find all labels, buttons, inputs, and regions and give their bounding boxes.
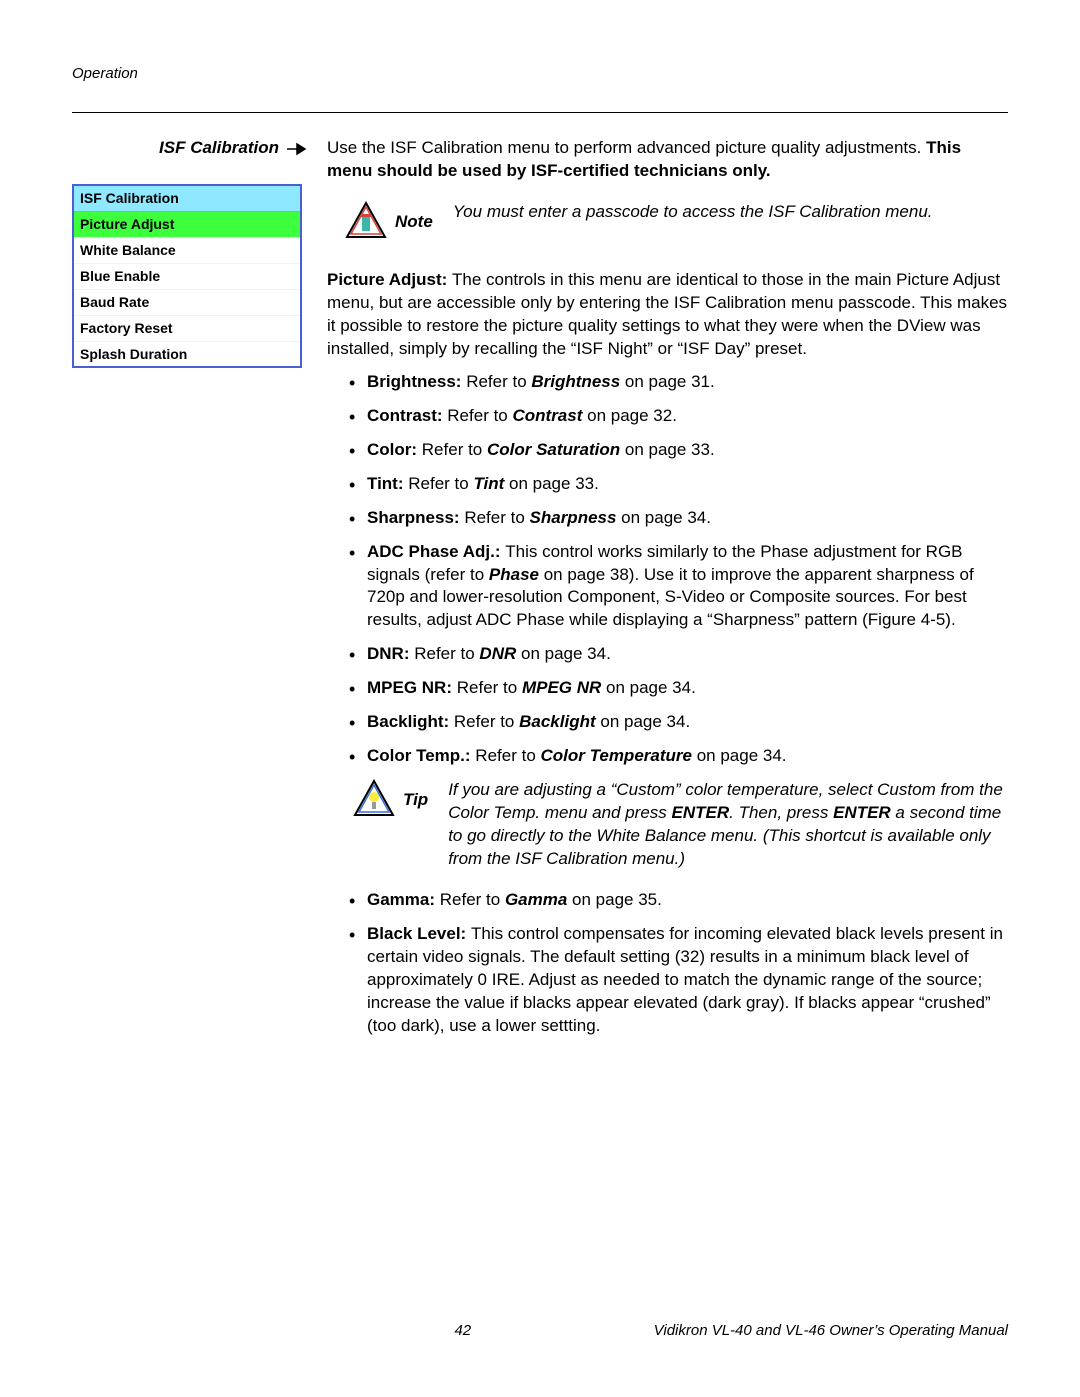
menu-box: ISF Calibration Picture Adjust White Bal… — [72, 184, 302, 368]
note-label: Note — [395, 201, 433, 234]
page-number: 42 — [272, 1321, 654, 1341]
bullet-sharpness: Sharpness: Refer to Sharpness on page 34… — [349, 507, 1008, 530]
bullet-list-1: Brightness: Refer to Brightness on page … — [349, 371, 1008, 768]
bullet-black-level: Black Level: This control compensates fo… — [349, 923, 1008, 1038]
header-section: Operation — [72, 64, 1008, 84]
divider — [72, 112, 1008, 113]
bullet-adc-phase: ADC Phase Adj.: This control works simil… — [349, 541, 1008, 633]
footer: 42 Vidikron VL-40 and VL-46 Owner’s Oper… — [72, 1321, 1008, 1341]
bullet-color-temp: Color Temp.: Refer to Color Temperature … — [349, 745, 1008, 768]
note-text: You must enter a passcode to access the … — [453, 201, 1008, 224]
bullet-brightness: Brightness: Refer to Brightness on page … — [349, 371, 1008, 394]
intro-lead: Use the ISF Calibration menu to perform … — [327, 138, 926, 157]
note-callout: Note You must enter a passcode to access… — [345, 201, 1008, 241]
bullet-backlight: Backlight: Refer to Backlight on page 34… — [349, 711, 1008, 734]
menu-item-white-balance[interactable]: White Balance — [74, 237, 300, 263]
picture-adjust-paragraph: Picture Adjust: The controls in this men… — [327, 269, 1008, 361]
footer-doc-title: Vidikron VL-40 and VL-46 Owner’s Operati… — [654, 1321, 1008, 1341]
menu-item-baud-rate[interactable]: Baud Rate — [74, 289, 300, 315]
tip-callout: Tip If you are adjusting a “Custom” colo… — [353, 779, 1008, 871]
menu-item-blue-enable[interactable]: Blue Enable — [74, 263, 300, 289]
bullet-list-3: Gamma: Refer to Gamma on page 35. Black … — [349, 889, 1008, 1038]
menu-item-header[interactable]: ISF Calibration — [74, 186, 300, 211]
bullet-dnr: DNR: Refer to DNR on page 34. — [349, 643, 1008, 666]
bullet-contrast: Contrast: Refer to Contrast on page 32. — [349, 405, 1008, 428]
bullet-gamma: Gamma: Refer to Gamma on page 35. — [349, 889, 1008, 912]
note-triangle-icon — [345, 201, 387, 241]
section-title: ISF Calibration — [159, 137, 279, 160]
tip-triangle-icon — [353, 779, 395, 819]
menu-item-splash-duration[interactable]: Splash Duration — [74, 341, 300, 367]
arrow-right-icon — [287, 142, 309, 156]
menu-item-factory-reset[interactable]: Factory Reset — [74, 315, 300, 341]
picture-adjust-lead: Picture Adjust: — [327, 270, 452, 289]
intro-paragraph: Use the ISF Calibration menu to perform … — [327, 137, 1008, 183]
tip-label: Tip — [403, 779, 428, 812]
tip-text: If you are adjusting a “Custom” color te… — [448, 779, 1008, 871]
bullet-tint: Tint: Refer to Tint on page 33. — [349, 473, 1008, 496]
bullet-color: Color: Refer to Color Saturation on page… — [349, 439, 1008, 462]
menu-item-picture-adjust[interactable]: Picture Adjust — [74, 211, 300, 237]
bullet-mpeg-nr: MPEG NR: Refer to MPEG NR on page 34. — [349, 677, 1008, 700]
